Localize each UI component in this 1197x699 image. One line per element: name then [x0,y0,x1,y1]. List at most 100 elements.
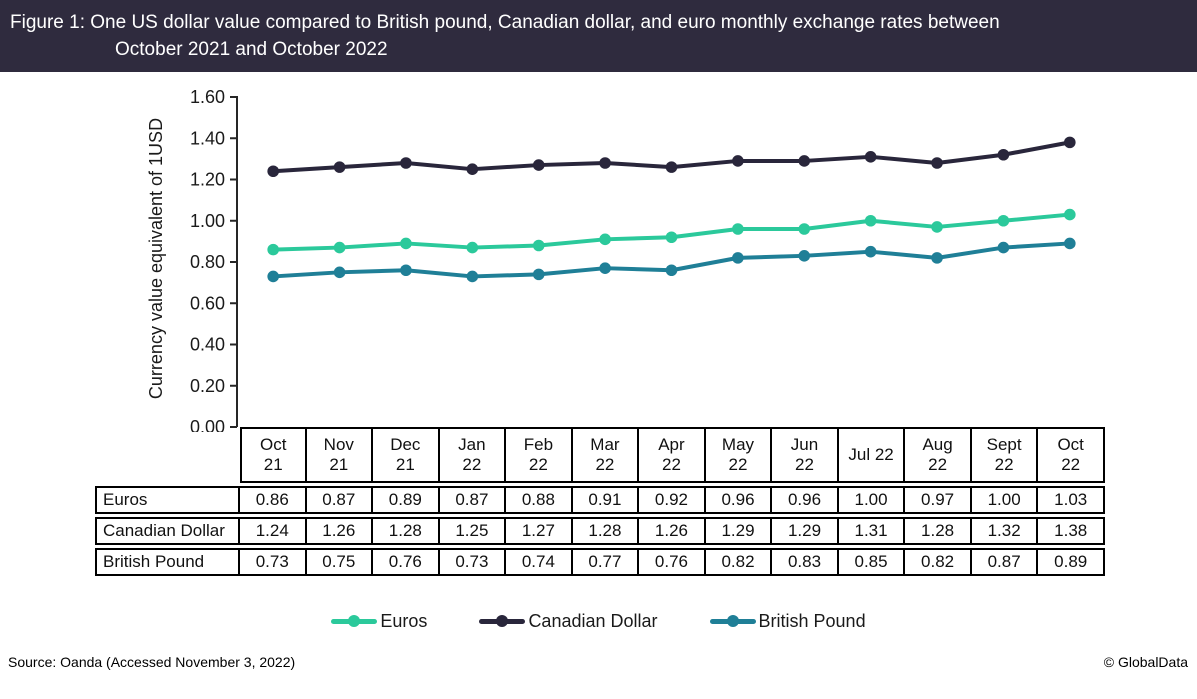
table-month-header: Sept 22 [971,427,1039,483]
table-cell: 0.75 [306,548,374,576]
series-point-canadian-dollar [931,157,943,169]
series-point-euros [798,223,811,235]
series-point-euros [864,214,877,227]
table-cell: 1.28 [572,517,640,545]
series-point-canadian-dollar [532,159,545,171]
series-point-british-pound [532,268,545,281]
brand-note: © GlobalData [1103,654,1188,670]
table-cell: 1.29 [772,517,839,545]
table-month-header: Jul 22 [838,427,906,483]
legend-marker-icon [709,615,756,628]
table-cell: 0.77 [572,548,640,576]
table-cell: 1.00 [838,486,906,514]
series-point-british-pound [599,262,611,274]
table-cell: 0.88 [506,486,573,514]
series-point-canadian-dollar [466,163,479,175]
table-cell: 1.31 [838,517,906,545]
figure-title-banner: Figure 1: One US dollar value compared t… [0,0,1197,72]
table-corner-spacer [95,427,240,483]
y-tick-label: 1.00 [190,211,225,231]
table-month-header: Mar 22 [572,427,640,483]
legend-item-canadian-dollar: Canadian Dollar [479,610,658,632]
table-cell: 0.76 [639,548,706,576]
source-note: Source: Oanda (Accessed November 3, 2022… [8,654,296,670]
series-point-euros [400,237,412,250]
series-point-british-pound [333,266,346,279]
table-cell: 0.85 [838,548,906,576]
table-month-header: Oct 21 [240,427,307,483]
table-month-header: Aug 22 [905,427,972,483]
legend-label: Canadian Dollar [528,610,658,631]
legend-label: British Pound [758,610,866,631]
table-cell: 0.92 [639,486,706,514]
series-point-british-pound [267,270,279,283]
series-point-euros [532,239,545,252]
series-point-euros [931,221,943,233]
series-point-british-pound [400,264,412,277]
series-point-canadian-dollar [333,161,346,173]
series-point-canadian-dollar [997,148,1010,161]
series-point-canadian-dollar [864,151,877,163]
table-cell: 1.38 [1038,517,1105,545]
y-tick-label: 0.00 [190,417,225,432]
y-tick-label: 0.40 [190,335,225,355]
series-point-euros [997,214,1010,227]
series-point-euros [1064,208,1076,221]
series-point-canadian-dollar [267,165,279,178]
table-cell: 0.97 [905,486,972,514]
table-cell: 1.24 [240,517,307,545]
table-cell: 0.74 [506,548,573,576]
y-tick-label: 1.60 [190,87,225,107]
table-row: Euros 0.86 0.87 0.89 0.87 0.88 0.91 0.92 0.96 0.9… [95,486,1105,514]
series-point-british-pound [732,252,744,264]
table-cell: 0.91 [572,486,640,514]
figure-title-line1: Figure 1: One US dollar value compared t… [10,12,1000,33]
table-cell: 1.29 [705,517,773,545]
table-cell: 0.73 [439,548,507,576]
legend-marker-icon [331,615,378,628]
table-cell: 0.89 [1038,548,1105,576]
table-month-header: Dec 21 [373,427,440,483]
table-cell: 0.87 [971,548,1039,576]
series-point-euros [599,233,611,246]
table-row: Canadian Dollar 1.24 1.26 1.28 1.25 1.27 1.28 1… [95,517,1105,545]
table-cell: 1.26 [639,517,706,545]
figure-title-line2: October 2021 and October 2022 [115,39,388,60]
table-cell: 1.27 [506,517,573,545]
series-point-euros [665,231,678,244]
series-point-british-pound [665,264,678,277]
table-cell: 0.86 [240,486,307,514]
y-tick-label: 0.60 [190,293,225,313]
table-month-header: Apr 22 [639,427,706,483]
table-row: British Pound 0.73 0.75 0.76 0.73 0.74 0.77 0.7… [95,548,1105,576]
table-cell: 1.00 [971,486,1039,514]
series-point-euros [732,223,744,235]
data-table: Oct 21 Nov 21 Dec 21 Jan 22 Feb 22 Mar 22 Apr 22 May 22… [95,424,1105,579]
y-tick-label: 1.40 [190,128,225,148]
series-point-british-pound [466,270,479,283]
table-cell: 1.26 [306,517,374,545]
line-chart: 0.00 0.20 0.40 0.60 0.80 1.00 1.20 1.40 1.60 [190,87,1076,432]
table-month-header: May 22 [705,427,773,483]
table-cell: 1.25 [439,517,507,545]
table-cell: 0.76 [373,548,440,576]
series-point-canadian-dollar [798,155,811,167]
y-tick-label: 0.80 [190,252,225,272]
y-tick-label: 0.20 [190,376,225,396]
series-point-british-pound [1064,237,1076,250]
table-month-header: Jun 22 [772,427,839,483]
series-point-british-pound [931,252,943,264]
table-cell: 0.83 [772,548,839,576]
series-point-british-pound [864,245,877,258]
table-month-header: Feb 22 [506,427,573,483]
table-month-header: Nov 21 [306,427,374,483]
table-cell: 0.82 [705,548,773,576]
chart-legend: Euros Canadian Dollar British Pound [0,604,1197,638]
data-table-wrap: Oct 21 Nov 21 Dec 21 Jan 22 Feb 22 Mar 22 Apr 22 May 22… [95,424,1107,579]
table-row-label: Canadian Dollar [95,517,240,545]
table-cell: 1.28 [905,517,972,545]
series-point-canadian-dollar [599,157,611,169]
table-cell: 0.96 [705,486,773,514]
table-cell: 0.87 [439,486,507,514]
